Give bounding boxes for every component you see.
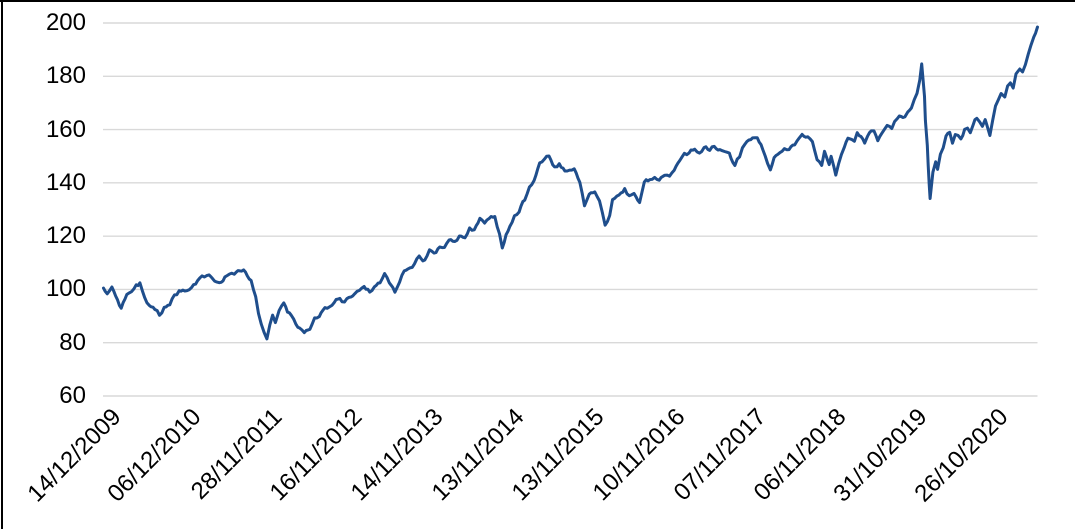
y-axis-tick-label: 160 [45,115,86,143]
y-axis-tick-label: 180 [45,62,86,90]
y-axis-tick-label: 140 [45,168,86,196]
y-axis-tick-label: 200 [45,9,86,36]
y-axis-tick-label: 80 [59,328,86,356]
chart-border-left [1,0,3,529]
chart-border-top [0,0,1075,2]
y-axis-tick-label: 60 [59,382,86,409]
data-series-line [102,25,1039,341]
y-axis-tick-label: 100 [45,275,86,303]
y-axis-tick-label: 120 [45,222,86,250]
